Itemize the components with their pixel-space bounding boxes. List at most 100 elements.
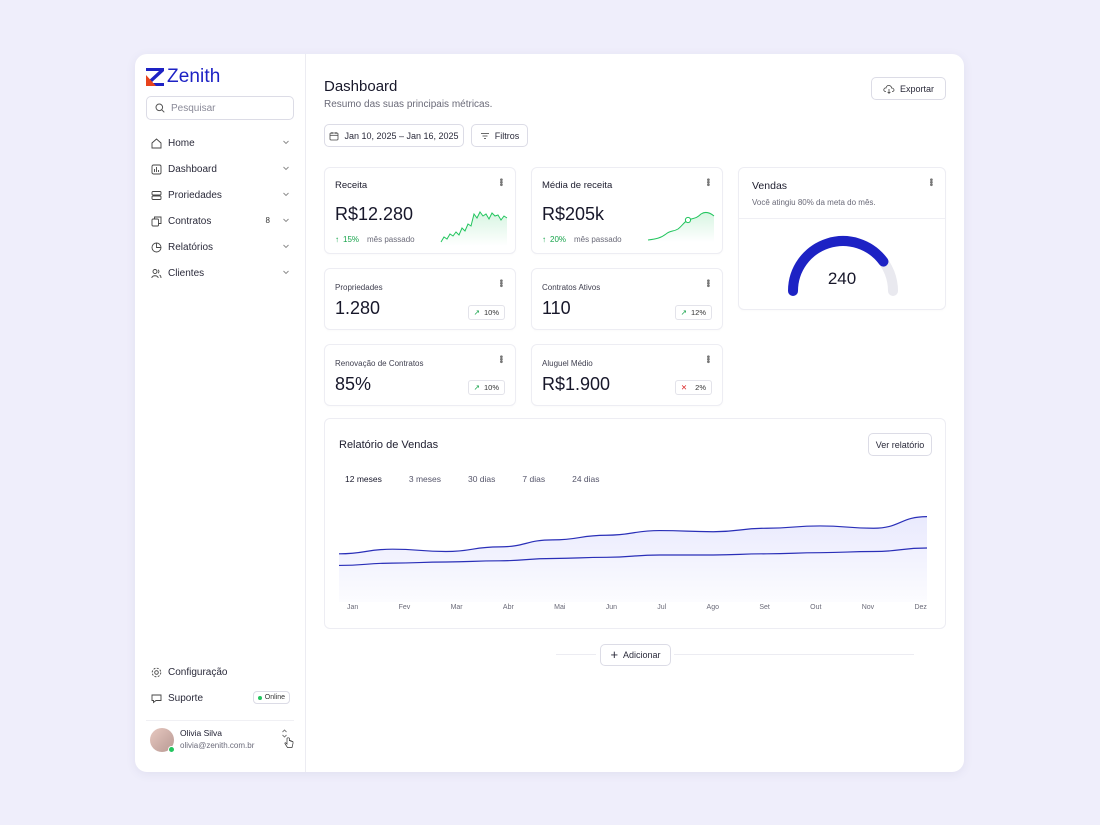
add-button[interactable]: + Adicionar xyxy=(600,644,671,666)
x-tick-label: Jun xyxy=(605,604,617,611)
trend-period: mês passado xyxy=(574,235,622,244)
average-revenue-card: Média de receita ••• R$205k ↑ 20% mês pa… xyxy=(531,167,723,254)
filters-button[interactable]: Filtros xyxy=(471,124,528,147)
page-subtitle: Resumo das suas principais métricas. xyxy=(324,99,493,110)
average-rent-card: Aluguel Médio ••• R$1.900 ✕ 2% xyxy=(531,344,723,406)
revenue-card: Receita ••• R$12.280 ↑ 15% mês passado xyxy=(324,167,516,254)
divider xyxy=(739,218,945,219)
card-title: Renovação de Contratos xyxy=(335,359,424,368)
search-box[interactable] xyxy=(146,96,294,120)
export-button[interactable]: Exportar xyxy=(871,77,946,100)
report-title: Relatório de Vendas xyxy=(339,439,439,451)
series-area xyxy=(339,516,927,602)
sidebar-item-label: Dashboard xyxy=(168,163,217,175)
change-value: 10% xyxy=(483,383,499,392)
sidebar-item-label: Configuração xyxy=(168,666,228,678)
logo[interactable]: Zenith xyxy=(146,66,220,88)
contract-renewal-card: Renovação de Contratos ••• 85% ↗ 10% xyxy=(324,344,516,406)
x-tick-label: Fev xyxy=(398,604,411,611)
card-value: 85% xyxy=(335,374,372,394)
arrow-up-icon: ↑ xyxy=(542,235,546,244)
x-tick-label: Mai xyxy=(554,604,566,611)
brand-name: Zenith xyxy=(167,66,221,87)
active-contracts-card: Contratos Ativos ••• 110 ↗ 12% xyxy=(531,268,723,330)
card-title: Vendas xyxy=(752,180,788,192)
sales-goal-subtitle: Você atingiu 80% da meta do mês. xyxy=(752,198,876,207)
tab-7-dias[interactable]: 7 dias xyxy=(522,474,546,484)
date-range-label: Jan 10, 2025 – Jan 16, 2025 xyxy=(344,130,459,141)
card-value: R$1.900 xyxy=(542,374,611,394)
chevron-down-icon xyxy=(283,166,289,171)
card-title: Média de receita xyxy=(542,180,613,191)
more-options-icon[interactable]: ••• xyxy=(702,355,713,363)
tab-12-meses[interactable]: 12 meses xyxy=(345,474,382,484)
sidebar-item-label: Proriedades xyxy=(168,189,222,201)
sidebar-item-support[interactable]: Suporte Online xyxy=(146,685,294,711)
tab-24-dias[interactable]: 24 dias xyxy=(572,474,600,484)
more-options-icon[interactable]: ••• xyxy=(925,178,936,186)
sidebar-item-label: Clientes xyxy=(168,267,205,279)
x-tick-label: Ago xyxy=(706,604,720,611)
tab-30-dias[interactable]: 30 dias xyxy=(467,474,496,484)
card-title: Receita xyxy=(335,180,368,191)
chevron-down-icon xyxy=(283,270,289,275)
more-options-icon[interactable]: ••• xyxy=(702,178,713,186)
arrow-up-right-icon: ↗ xyxy=(473,308,480,317)
change-badge: ↗ 12% xyxy=(674,305,712,320)
x-tick-label: Dez xyxy=(914,604,927,611)
online-status-badge: Online xyxy=(252,691,290,704)
contracts-count-badge: 8 xyxy=(265,216,270,225)
export-label: Exportar xyxy=(899,83,934,94)
series-line-2 xyxy=(338,547,928,567)
x-tick-label: Mar xyxy=(450,604,463,611)
view-report-label: Ver relatório xyxy=(875,439,925,450)
card-value: 1.280 xyxy=(335,298,381,318)
sidebar-item-contracts[interactable]: Contratos 8 xyxy=(146,208,294,234)
period-tabs: 12 meses 3 meses 30 dias 7 dias 24 dias xyxy=(339,472,606,486)
sidebar-item-home[interactable]: Home xyxy=(146,130,294,156)
filter-icon xyxy=(480,132,489,139)
chevron-up-down-icon[interactable] xyxy=(281,729,288,738)
revenue-sparkline xyxy=(440,211,508,246)
more-options-icon[interactable]: ••• xyxy=(702,279,713,287)
plus-icon: + xyxy=(610,647,619,662)
sidebar-nav: Home Dashboard Proriedades Contratos 8 xyxy=(146,130,294,286)
x-tick-label: Nov xyxy=(861,604,875,611)
properties-card: Propriedades ••• 1.280 ↗ 10% xyxy=(324,268,516,330)
change-badge: ✕ 2% xyxy=(674,380,712,395)
view-report-button[interactable]: Ver relatório xyxy=(868,433,932,456)
date-range-picker[interactable]: Jan 10, 2025 – Jan 16, 2025 xyxy=(324,124,464,147)
search-input[interactable] xyxy=(171,102,281,114)
more-options-icon[interactable]: ••• xyxy=(495,355,506,363)
x-tick-label: Set xyxy=(759,604,770,611)
more-options-icon[interactable]: ••• xyxy=(495,279,506,287)
sidebar-item-dashboard[interactable]: Dashboard xyxy=(146,156,294,182)
average-revenue-sparkline xyxy=(647,211,715,242)
sidebar: Zenith Home Dashboard Proriedades xyxy=(135,54,306,772)
sidebar-item-reports[interactable]: Relatórios xyxy=(146,234,294,260)
sidebar-item-label: Contratos xyxy=(168,215,212,227)
user-email: olivia@zenith.com.br xyxy=(180,741,255,750)
x-tick-label: Jan xyxy=(347,604,359,611)
chevron-down-icon xyxy=(283,140,289,145)
sales-gauge-value: 240 xyxy=(827,269,857,288)
tab-3-meses[interactable]: 3 meses xyxy=(408,474,441,484)
change-badge: ↗ 10% xyxy=(467,380,505,395)
card-value: R$205k xyxy=(542,204,605,224)
card-value: R$12.280 xyxy=(335,204,414,224)
cloud-download-icon xyxy=(883,84,895,94)
sidebar-item-clients[interactable]: Clientes xyxy=(146,260,294,286)
chevron-down-icon xyxy=(283,218,289,223)
chevron-down-icon xyxy=(283,192,289,197)
hand-cursor-icon xyxy=(284,737,294,748)
more-options-icon[interactable]: ••• xyxy=(495,178,506,186)
trend-change: 20% xyxy=(550,235,567,244)
card-trend: ↑ 15% mês passado xyxy=(335,235,415,244)
sidebar-item-properties[interactable]: Proriedades xyxy=(146,182,294,208)
online-status-label: Online xyxy=(264,694,285,701)
user-profile[interactable]: Olivia Silva olivia@zenith.com.br xyxy=(146,720,294,756)
close-icon: ✕ xyxy=(680,383,688,392)
online-dot-icon xyxy=(168,746,175,753)
arrow-up-icon: ↑ xyxy=(335,235,339,244)
sidebar-item-settings[interactable]: Configuração xyxy=(146,659,294,685)
